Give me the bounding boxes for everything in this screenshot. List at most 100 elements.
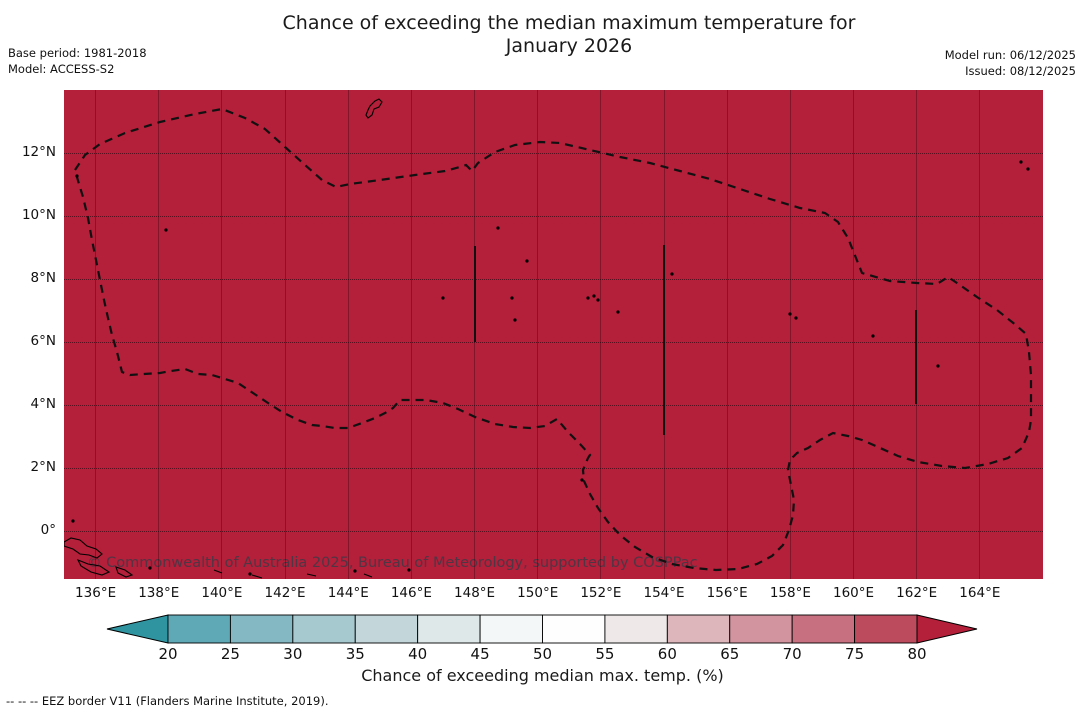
x-tick-label: 152°E bbox=[580, 585, 622, 601]
island-dot bbox=[75, 174, 79, 178]
x-tick-label: 136°E bbox=[75, 585, 117, 601]
x-tick-label: 156°E bbox=[706, 585, 748, 601]
latitude-gridline bbox=[64, 279, 1043, 281]
colorbar-tick-label: 35 bbox=[345, 645, 365, 663]
colorbar-tick-label: 20 bbox=[158, 645, 178, 663]
colorbar-segment bbox=[479, 614, 543, 644]
model-text: Model: ACCESS-S2 bbox=[8, 61, 115, 76]
island-dot bbox=[71, 519, 75, 523]
map-overlay-svg bbox=[64, 98, 1033, 579]
longitude-gridline bbox=[600, 90, 602, 579]
coastline-outline bbox=[64, 537, 103, 559]
x-tick-label: 164°E bbox=[959, 585, 1001, 601]
island-dot bbox=[148, 566, 152, 570]
latitude-gridline bbox=[64, 405, 1043, 407]
coastline-outline bbox=[213, 569, 373, 579]
island-dot bbox=[248, 572, 252, 576]
y-tick-label: 12°N bbox=[21, 144, 56, 160]
latitude-gridline bbox=[64, 468, 1043, 470]
longitude-gridline bbox=[158, 90, 160, 579]
island-dot bbox=[407, 568, 411, 572]
colorbar-segment bbox=[417, 614, 481, 644]
colorbar-segment bbox=[542, 614, 606, 644]
colorbar-tick-label: 75 bbox=[845, 645, 865, 663]
x-tick-label: 154°E bbox=[643, 585, 685, 601]
x-tick-label: 158°E bbox=[769, 585, 811, 601]
x-tick-label: 162°E bbox=[896, 585, 938, 601]
longitude-gridline bbox=[95, 90, 97, 579]
colorbar-segment bbox=[167, 614, 231, 644]
colorbar-tick-label: 45 bbox=[470, 645, 490, 663]
colorbar-tick-label: 30 bbox=[283, 645, 303, 663]
island-dot bbox=[353, 569, 357, 573]
colorbar-tick-label: 80 bbox=[907, 645, 927, 663]
island-dot bbox=[592, 294, 596, 298]
latitude-gridline bbox=[64, 531, 1043, 533]
model-info: Base period: 1981-2018 Model: ACCESS-S2 bbox=[8, 46, 147, 78]
latitude-gridline bbox=[64, 216, 1043, 218]
map-plot-area: © Commonwealth of Australia 2025, Bureau… bbox=[64, 90, 1043, 579]
longitude-gridline bbox=[410, 90, 412, 579]
colorbar-tick-label: 65 bbox=[720, 645, 740, 663]
title-line-1: Chance of exceeding the median maximum t… bbox=[282, 12, 856, 34]
coastline-outline bbox=[115, 566, 134, 578]
longitude-gridline bbox=[284, 90, 286, 579]
island-dot bbox=[496, 226, 500, 230]
island-dot bbox=[164, 228, 168, 232]
colorbar-segment bbox=[666, 614, 731, 644]
colorbar-tick-label: 50 bbox=[532, 645, 553, 663]
x-tick-label: 160°E bbox=[832, 585, 875, 601]
colorbar-segment bbox=[729, 614, 793, 644]
colorbar-under-arrow bbox=[106, 614, 169, 644]
page-title: Chance of exceeding the median maximum t… bbox=[64, 12, 1074, 58]
y-tick-label: 2°N bbox=[30, 459, 56, 476]
x-tick-label: 148°E bbox=[454, 585, 496, 601]
colorbar-over-arrow bbox=[916, 614, 978, 644]
island-dot bbox=[936, 364, 940, 368]
longitude-gridline bbox=[726, 90, 728, 579]
island-dot bbox=[586, 296, 590, 300]
coastline-outline bbox=[76, 558, 111, 576]
title-line-2: January 2026 bbox=[505, 35, 633, 58]
colorbar-segment bbox=[292, 614, 356, 644]
colorbar-label: Chance of exceeding median max. temp. (%… bbox=[361, 666, 724, 685]
run-info: Model run: 06/12/2025 Issued: 08/12/2025 bbox=[945, 48, 1076, 80]
coastline-outline bbox=[365, 98, 383, 119]
island-dot bbox=[580, 478, 584, 482]
island-dot bbox=[616, 310, 620, 314]
island-dot bbox=[525, 259, 529, 263]
colorbar-tick-label: 60 bbox=[657, 645, 677, 663]
eez-legend-footnote: -- -- -- EEZ border V11 (Flanders Marine… bbox=[6, 694, 329, 708]
island-dot bbox=[596, 298, 600, 302]
longitude-gridline bbox=[347, 90, 349, 579]
latitude-gridline bbox=[64, 342, 1043, 344]
colorbar-segment bbox=[229, 614, 294, 644]
island-dot bbox=[794, 316, 798, 320]
island-dot bbox=[871, 334, 875, 338]
colorbar-tick-label: 55 bbox=[595, 645, 615, 663]
base-period-text: Base period: 1981-2018 bbox=[8, 46, 147, 60]
x-tick-label: 138°E bbox=[138, 585, 180, 601]
island-dot bbox=[670, 272, 674, 276]
colorbar-svg bbox=[106, 614, 978, 644]
colorbar-tick-label: 40 bbox=[408, 645, 428, 663]
colorbar-segment bbox=[791, 614, 856, 644]
island-dot bbox=[513, 318, 517, 322]
island-dot bbox=[788, 312, 792, 316]
issued-text: Issued: 08/12/2025 bbox=[965, 63, 1076, 78]
colorbar-segment bbox=[354, 614, 419, 644]
x-tick-label: 150°E bbox=[517, 585, 559, 601]
longitude-gridline bbox=[853, 90, 855, 579]
y-tick-label: 0° bbox=[40, 522, 56, 539]
eez-border-dashed-line bbox=[73, 107, 1033, 572]
longitude-gridline bbox=[789, 90, 791, 579]
copyright-watermark: © Commonwealth of Australia 2025, Bureau… bbox=[87, 555, 698, 571]
model-run-text: Model run: 06/12/2025 bbox=[944, 48, 1076, 62]
colorbar-segment bbox=[604, 614, 668, 644]
y-tick-label: 4°N bbox=[30, 396, 56, 413]
colorbar-tick-label: 70 bbox=[782, 645, 802, 663]
x-tick-label: 146°E bbox=[390, 585, 432, 601]
latitude-gridline bbox=[64, 153, 1043, 154]
longitude-gridline bbox=[537, 90, 539, 579]
